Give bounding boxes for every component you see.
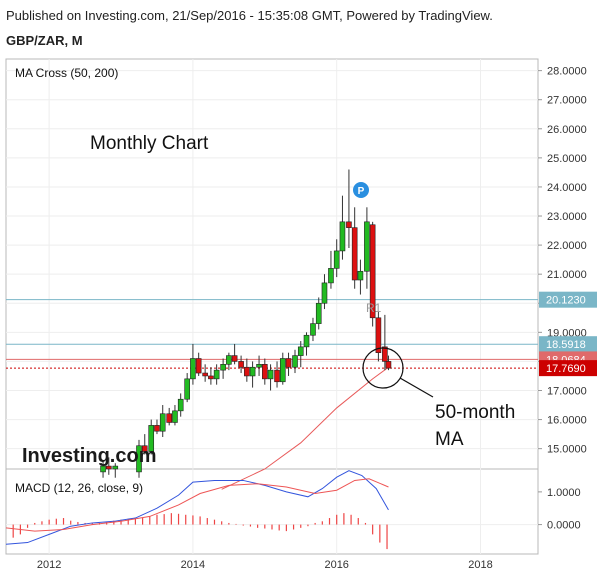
price-tick-label: 16.0000 — [547, 415, 587, 427]
macd-line — [5, 470, 389, 545]
ma-annotation-line2: MA — [435, 429, 464, 450]
candle-body — [208, 375, 214, 380]
candle-body — [100, 465, 106, 473]
macd-signal-line — [5, 478, 389, 532]
price-tick-label: 28.0000 — [547, 66, 587, 78]
time-tick-label: 2016 — [324, 559, 348, 571]
price-tick-label: 24.0000 — [547, 182, 587, 194]
ma50-line — [221, 366, 389, 490]
candle-body — [184, 378, 190, 400]
candle-body — [382, 346, 388, 362]
candle-body — [385, 361, 392, 369]
published-caption: Published on Investing.com, 21/Sep/2016 … — [6, 8, 493, 23]
symbol-label: GBP/ZAR, M — [6, 33, 83, 48]
candle-body — [226, 355, 232, 365]
candle-body — [303, 334, 310, 348]
price-pane-title: MA Cross (50, 200) — [15, 66, 118, 80]
candle-body — [256, 364, 262, 368]
level-price-tag — [539, 336, 597, 353]
pivot-r1-label: R1 — [366, 301, 382, 315]
candle-body — [321, 282, 328, 304]
candle-body — [172, 410, 178, 423]
candle-body — [213, 369, 220, 380]
candle-body — [154, 425, 160, 432]
macd-tick-label: 1.0000 — [547, 487, 581, 499]
candle-body — [351, 227, 358, 281]
candle-body — [141, 445, 148, 452]
price-pane — [5, 58, 539, 470]
macd-tick-label: 0.0000 — [547, 520, 581, 532]
ma-annotation-line1: 50-month — [435, 402, 515, 423]
candle-body — [339, 221, 346, 252]
candle-body — [279, 358, 286, 383]
candle-body — [136, 445, 142, 473]
price-tick-label: 25.0000 — [547, 153, 587, 165]
candle-body — [369, 224, 376, 319]
level-price-label: 17.7690 — [546, 363, 586, 375]
pivot-marker-label: P — [358, 186, 365, 197]
macd-plot-area — [5, 470, 538, 550]
price-tick-label: 23.0000 — [547, 211, 587, 223]
investing-watermark: Investing.com — [22, 445, 156, 467]
candle-body — [297, 346, 304, 356]
candle-body — [112, 465, 119, 470]
candle-body — [333, 250, 340, 269]
pivot-marker-circle — [353, 182, 369, 198]
candle-body — [166, 413, 172, 423]
ma-pointer-line — [399, 377, 434, 398]
candle-body — [328, 268, 334, 284]
candle-body — [190, 358, 196, 380]
level-price-label: 20.1230 — [546, 295, 586, 307]
price-tick-label: 21.0000 — [547, 269, 587, 281]
candle-body — [315, 302, 322, 324]
candle-body — [357, 270, 364, 281]
candle-body — [159, 413, 166, 432]
level-price-tag — [539, 360, 597, 377]
time-tick-label: 2018 — [468, 559, 492, 571]
price-plot-area — [6, 59, 538, 554]
candle-body — [285, 358, 292, 368]
candle-body — [364, 221, 370, 272]
level-price-tag — [539, 291, 597, 308]
price-tick-label: 26.0000 — [547, 124, 587, 136]
time-tick-label: 2014 — [181, 559, 205, 571]
candle-body — [310, 323, 316, 336]
level-price-label: 18.5918 — [546, 339, 586, 351]
candle-body — [177, 398, 184, 412]
candle-body — [148, 425, 155, 452]
candle-body — [292, 355, 298, 368]
macd-pane-title: MACD (12, 26, close, 9) — [15, 481, 143, 495]
candle-body — [262, 364, 268, 380]
pivot-marker[interactable]: P — [353, 182, 369, 198]
candle-body — [195, 358, 202, 374]
price-tick-label: 27.0000 — [547, 95, 587, 107]
price-tick-label: 15.0000 — [547, 444, 587, 456]
candle-body — [238, 361, 244, 368]
price-tick-label: 17.0000 — [547, 385, 587, 397]
candle-body — [220, 364, 226, 371]
time-tick-label: 2012 — [37, 559, 61, 571]
candle-body — [267, 369, 274, 380]
monthly-chart-annotation: Monthly Chart — [90, 133, 209, 154]
candle-body — [249, 366, 256, 377]
candle-body — [244, 366, 250, 377]
price-tick-label: 22.0000 — [547, 240, 587, 252]
candle-body — [106, 465, 112, 470]
candle-body — [346, 221, 352, 228]
candle-body — [274, 369, 280, 383]
candle-body — [231, 355, 238, 362]
candle-body — [375, 317, 382, 353]
ma-highlight-circle — [362, 347, 404, 389]
candle-body — [202, 372, 208, 377]
axes-group: 15.000016.000017.000018.000019.000020.00… — [37, 66, 597, 571]
